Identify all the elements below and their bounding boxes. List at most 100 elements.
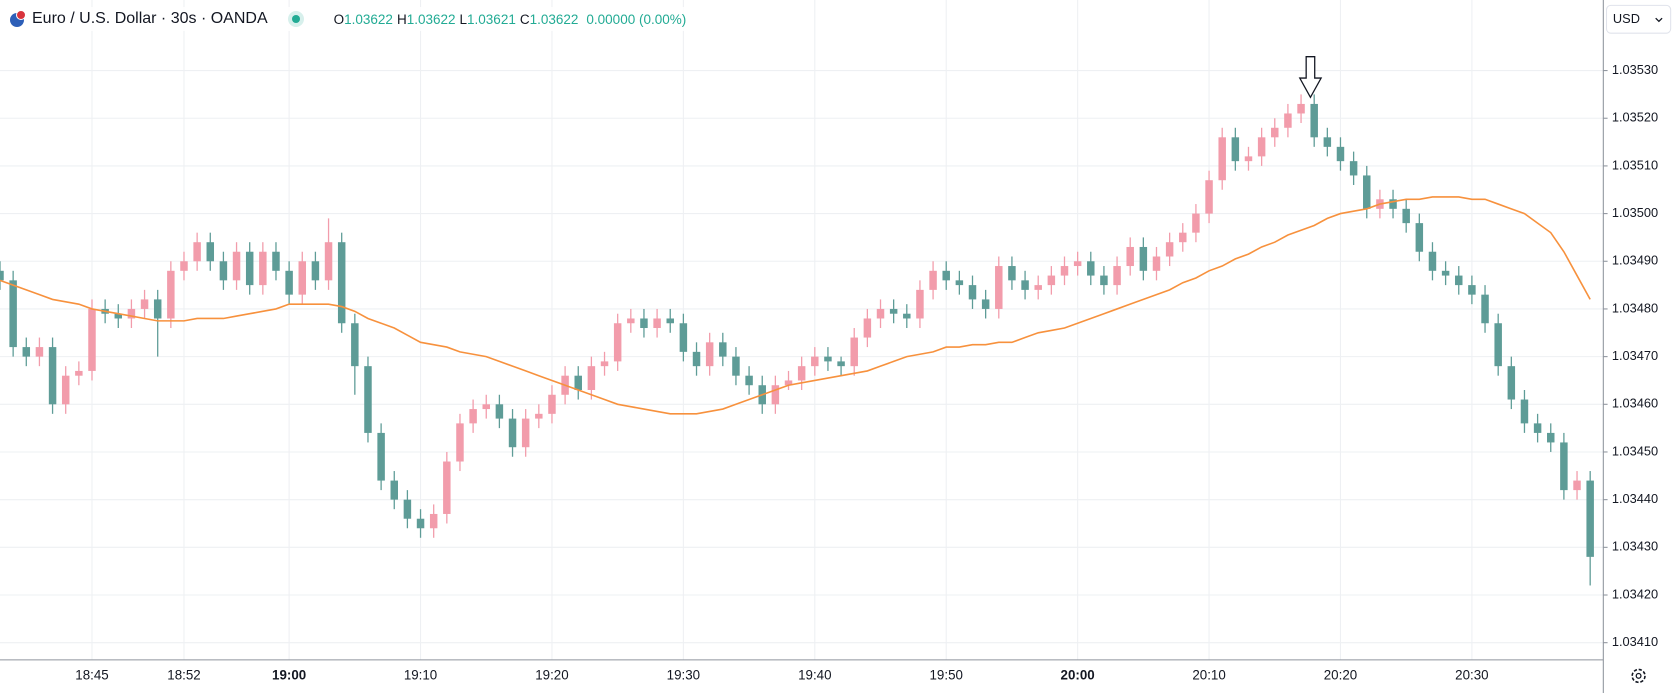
candle-body — [1060, 266, 1069, 276]
candle-body — [613, 323, 622, 362]
x-tick-label: 20:30 — [1455, 667, 1488, 682]
candle-body — [48, 347, 57, 405]
candle-body — [495, 404, 504, 419]
candle-body — [719, 342, 727, 357]
ohlc-item: C1.03622 — [520, 12, 579, 27]
candle-body — [1271, 127, 1279, 138]
candle-body — [403, 499, 412, 519]
candle-body — [666, 318, 674, 324]
candle-body — [298, 261, 307, 295]
candle-body — [259, 251, 267, 286]
currency-label[interactable]: USD — [1613, 11, 1640, 26]
candle-body — [548, 394, 556, 414]
candle-body — [955, 280, 964, 286]
candle-body — [1165, 242, 1174, 257]
ohlc-value: 1.03622 — [344, 11, 393, 27]
arrow-annotation — [1298, 56, 1323, 99]
candle-body — [1520, 399, 1529, 424]
candle-body — [508, 418, 517, 448]
candle-body — [692, 351, 701, 367]
candle-body — [285, 270, 293, 295]
flag-us — [16, 10, 26, 20]
chevron-icon[interactable] — [1655, 17, 1663, 23]
candle-body — [140, 299, 149, 309]
candle-body — [1152, 256, 1161, 271]
candle-body — [1231, 137, 1240, 162]
candle-body — [1257, 137, 1266, 157]
candle-body — [180, 261, 188, 271]
x-tick-label: 19:50 — [930, 667, 963, 682]
status-dot — [291, 15, 300, 23]
candle-body — [1244, 156, 1253, 162]
candle-body — [88, 308, 96, 371]
candle-body — [22, 347, 31, 357]
settings-button[interactable] — [1631, 668, 1646, 684]
candle-body — [1034, 285, 1042, 290]
candle-body — [1139, 246, 1148, 271]
y-tick-label: 1.03460 — [1612, 396, 1658, 411]
grid — [0, 0, 1604, 660]
ohlc-value: 1.03621 — [467, 11, 516, 27]
candle-body — [443, 461, 451, 514]
candle-body — [587, 366, 596, 390]
x-tick-label: 20:10 — [1192, 667, 1225, 682]
candle-body — [771, 385, 780, 405]
candle-body — [1415, 223, 1424, 252]
candle-body — [1481, 294, 1489, 324]
x-tick-label: 18:52 — [167, 667, 200, 682]
candle-body — [824, 356, 832, 362]
x-tick-label: 19:10 — [404, 667, 437, 682]
symbol-title: Euro / U.S. Dollar · 30s · OANDA — [32, 10, 268, 27]
symbol-icon — [10, 10, 26, 27]
candle-body — [1494, 323, 1502, 367]
candle-body — [1205, 180, 1213, 214]
candle-body — [627, 318, 635, 324]
candle-body — [114, 313, 123, 319]
candle-body — [850, 337, 858, 367]
currency-button[interactable]: USD — [1605, 4, 1672, 34]
candle-body — [167, 270, 175, 319]
x-tick-label: 20:20 — [1324, 667, 1357, 682]
candle-body — [1389, 199, 1397, 209]
candle-body — [600, 361, 609, 367]
candle-body — [903, 313, 911, 319]
x-tick-label: 19:20 — [535, 667, 568, 682]
candle-body — [1008, 266, 1016, 281]
candle-body — [1113, 266, 1121, 286]
plot — [0, 94, 1594, 586]
candle-body — [784, 380, 793, 386]
candle-body — [324, 242, 333, 281]
candle-body — [245, 251, 254, 286]
candle-body — [1586, 480, 1594, 557]
candle-body — [811, 356, 819, 367]
candle-body — [679, 323, 688, 352]
candle-body — [272, 251, 280, 271]
candle-body — [1560, 442, 1568, 491]
candle-body — [1363, 175, 1371, 209]
candle-body — [337, 242, 346, 324]
legend-header: Euro / U.S. Dollar · 30s · OANDA O1.0362… — [8, 7, 693, 31]
candle-body — [640, 318, 648, 329]
ohlc-label: C — [519, 11, 530, 27]
candle-body — [390, 480, 398, 500]
y-tick-label: 1.03440 — [1612, 491, 1658, 506]
y-tick-label: 1.03450 — [1612, 443, 1658, 458]
candle-body — [1310, 103, 1318, 138]
candle-body — [206, 242, 215, 262]
candle-body — [1547, 432, 1555, 443]
change-value: 0.00000 (0.00%) — [586, 11, 687, 27]
ohlc-value: 1.03622 — [529, 11, 579, 27]
candle-body — [1573, 480, 1581, 491]
x-tick-label: 18:45 — [75, 667, 108, 682]
candle-body — [9, 280, 17, 348]
candle-body — [377, 432, 385, 481]
candle-body — [1533, 423, 1542, 433]
currency-button-box[interactable] — [1605, 4, 1672, 34]
candle-body — [1349, 161, 1358, 176]
candle-body — [1218, 137, 1226, 181]
gear-icon[interactable] — [1631, 668, 1646, 684]
candle-body — [153, 299, 162, 319]
gear-center[interactable] — [1635, 672, 1642, 679]
